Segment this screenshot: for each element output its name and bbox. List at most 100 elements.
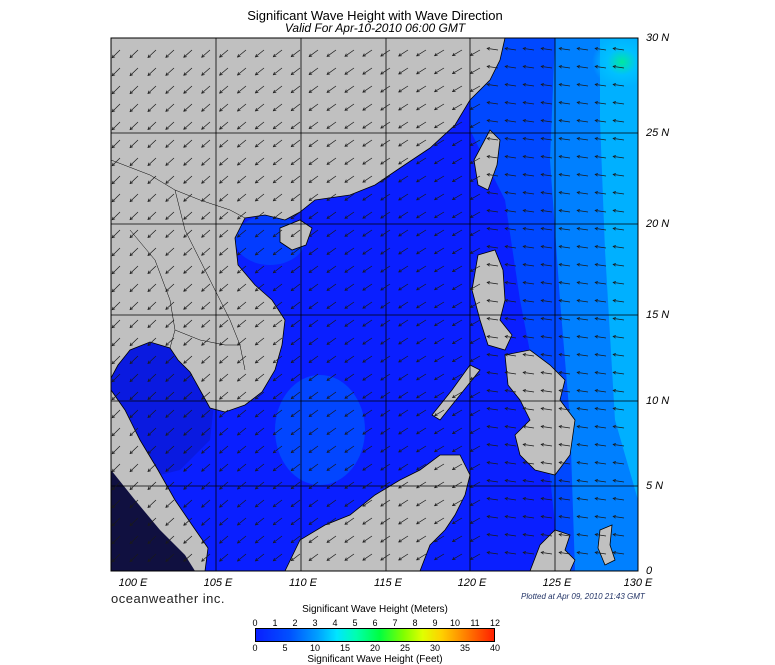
direction-arrow-head bbox=[612, 136, 617, 141]
direction-arrow-head bbox=[326, 71, 331, 75]
direction-arrow-head bbox=[558, 406, 563, 411]
direction-arrow bbox=[613, 84, 625, 87]
direction-arrow bbox=[380, 265, 391, 273]
direction-arrow-head bbox=[326, 557, 331, 561]
direction-arrow-head bbox=[147, 306, 151, 311]
direction-arrow-head bbox=[308, 161, 313, 165]
direction-arrow bbox=[291, 373, 301, 381]
direction-arrow bbox=[344, 463, 355, 471]
direction-arrow-head bbox=[380, 179, 384, 183]
direction-arrow bbox=[183, 229, 193, 238]
direction-arrow-head bbox=[398, 449, 402, 453]
direction-arrow bbox=[201, 85, 211, 94]
direction-arrow bbox=[273, 157, 283, 166]
direction-arrow bbox=[505, 390, 517, 393]
direction-arrow-head bbox=[594, 244, 599, 249]
direction-arrow bbox=[308, 139, 319, 147]
direction-arrow bbox=[273, 463, 283, 472]
direction-arrow bbox=[291, 337, 301, 345]
direction-arrow-head bbox=[398, 359, 402, 363]
direction-arrow-head bbox=[612, 190, 617, 195]
direction-arrow-head bbox=[236, 144, 241, 148]
direction-arrow bbox=[291, 247, 301, 255]
direction-arrow-head bbox=[558, 532, 563, 537]
direction-arrow-head bbox=[362, 107, 366, 111]
direction-arrow bbox=[380, 535, 391, 543]
direction-arrow-head bbox=[183, 216, 187, 220]
direction-arrow-head bbox=[236, 108, 241, 112]
direction-arrow-head bbox=[380, 53, 384, 57]
direction-arrow bbox=[523, 66, 535, 69]
direction-arrow bbox=[362, 427, 373, 435]
direction-arrow bbox=[452, 499, 463, 506]
direction-arrow-head bbox=[612, 244, 617, 249]
direction-arrow-head bbox=[147, 108, 151, 113]
direction-arrow-head bbox=[522, 406, 527, 411]
direction-arrow bbox=[380, 445, 391, 453]
direction-arrow bbox=[308, 463, 319, 471]
direction-arrow-head bbox=[558, 388, 563, 393]
direction-arrow bbox=[326, 229, 337, 237]
direction-arrow-head bbox=[540, 118, 545, 123]
direction-arrow-head bbox=[272, 377, 277, 382]
direction-arrow bbox=[505, 210, 517, 213]
direction-arrow bbox=[129, 85, 139, 94]
direction-arrow bbox=[434, 427, 445, 435]
direction-arrow bbox=[523, 318, 535, 321]
direction-arrow bbox=[505, 246, 517, 249]
direction-arrow bbox=[165, 517, 175, 526]
direction-arrow-head bbox=[398, 431, 402, 435]
direction-arrow-head bbox=[469, 178, 474, 182]
land-borneo bbox=[284, 454, 471, 571]
direction-arrow bbox=[505, 282, 517, 285]
direction-arrow-head bbox=[558, 298, 563, 303]
direction-arrow-head bbox=[522, 280, 527, 285]
direction-arrow bbox=[344, 67, 355, 75]
direction-arrow bbox=[183, 445, 193, 454]
direction-arrow bbox=[201, 499, 211, 508]
direction-arrow bbox=[219, 193, 229, 202]
direction-arrow-head bbox=[540, 442, 545, 447]
direction-arrow bbox=[434, 193, 445, 201]
direction-arrow bbox=[219, 175, 229, 184]
direction-arrow-head bbox=[147, 270, 151, 275]
direction-arrow-head bbox=[362, 521, 366, 525]
direction-arrow bbox=[577, 318, 589, 321]
direction-arrow bbox=[595, 408, 607, 411]
direction-arrow bbox=[344, 49, 355, 57]
direction-arrow-head bbox=[129, 306, 134, 311]
direction-arrow bbox=[541, 318, 553, 321]
direction-arrow-head bbox=[522, 82, 527, 87]
direction-arrow-head bbox=[236, 324, 241, 328]
direction-arrow bbox=[398, 103, 409, 111]
direction-arrow bbox=[111, 157, 121, 166]
direction-arrow bbox=[291, 283, 301, 291]
direction-arrow bbox=[505, 318, 517, 321]
direction-arrow bbox=[452, 535, 463, 542]
direction-arrow-head bbox=[183, 234, 187, 238]
direction-arrow bbox=[452, 319, 463, 326]
direction-arrow-head bbox=[504, 64, 509, 69]
direction-arrow-head bbox=[254, 287, 259, 292]
direction-arrow bbox=[398, 175, 409, 183]
direction-arrow bbox=[398, 391, 409, 399]
direction-arrow-head bbox=[540, 136, 545, 141]
direction-arrow-head bbox=[254, 521, 259, 526]
direction-arrow bbox=[595, 372, 607, 375]
direction-arrow bbox=[344, 499, 355, 507]
direction-arrow-head bbox=[558, 370, 563, 375]
direction-arrow bbox=[183, 157, 193, 166]
direction-arrow-head bbox=[486, 406, 491, 411]
direction-arrow-head bbox=[183, 108, 187, 112]
direction-arrow-head bbox=[362, 179, 366, 183]
direction-arrow-head bbox=[129, 540, 134, 545]
direction-arrow bbox=[219, 139, 229, 148]
direction-arrow-head bbox=[201, 234, 205, 238]
direction-arrow bbox=[434, 301, 445, 309]
direction-arrow bbox=[541, 498, 553, 501]
direction-arrow-head bbox=[308, 467, 313, 471]
direction-arrow bbox=[523, 138, 535, 141]
direction-arrow bbox=[434, 373, 445, 381]
direction-arrow bbox=[147, 535, 157, 544]
direction-arrow bbox=[452, 283, 463, 290]
